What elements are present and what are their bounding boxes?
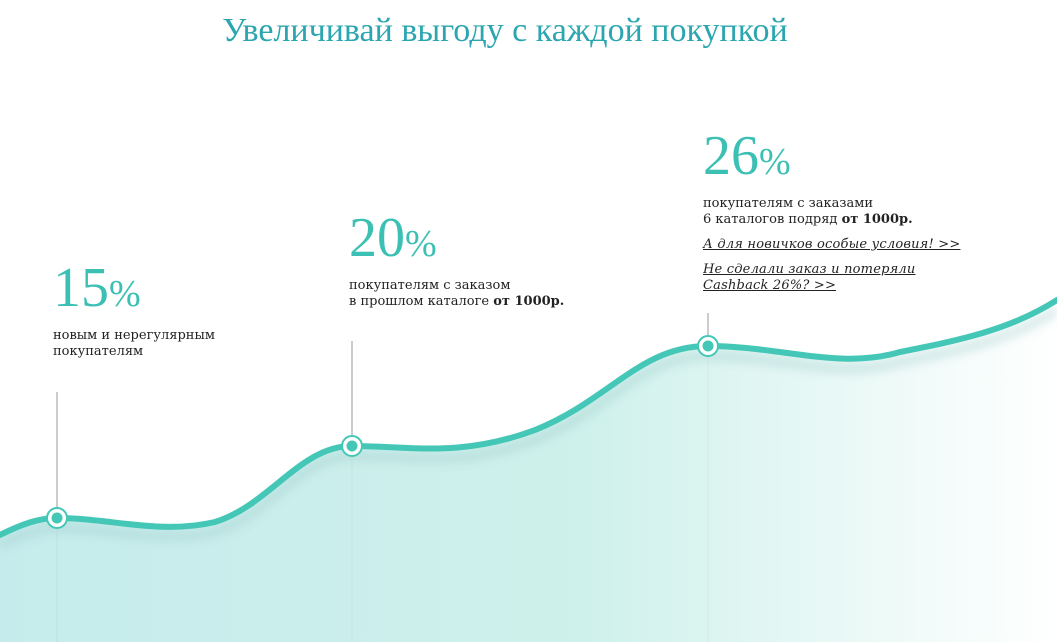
- tier-15-block: 15% новым и нерегулярным покупателям: [53, 260, 215, 360]
- lost-cashback-link-line1[interactable]: Не сделали заказ и потеряли: [703, 262, 916, 277]
- tier-percent-value: 26: [703, 125, 759, 187]
- tier-desc-line2: покупателям: [53, 344, 144, 359]
- tier-desc-threshold: от 1000р.: [841, 212, 913, 227]
- lost-cashback-link[interactable]: Не сделали заказ и потеряли Cashback 26%…: [703, 262, 960, 294]
- tier-description: покупателям с заказом в прошлом каталоге…: [349, 278, 564, 310]
- tier-desc-line2: в прошлом каталоге: [349, 294, 490, 309]
- point-dot-3: [697, 335, 719, 357]
- percent-sign: %: [759, 141, 791, 183]
- tier-percent: 20%: [349, 210, 564, 266]
- tier-desc-line2: 6 каталогов подряд: [703, 212, 838, 227]
- tier-desc-threshold: от 1000р.: [493, 294, 565, 309]
- tier-desc-line1: покупателям с заказом: [349, 278, 511, 293]
- tier-26-block: 26% покупателям с заказами 6 каталогов п…: [703, 128, 960, 294]
- wave-line: [0, 297, 1057, 538]
- newcomer-conditions-link[interactable]: А для новичков особые условия! >>: [703, 237, 961, 252]
- tier-percent: 15%: [53, 260, 215, 316]
- tier-percent: 26%: [703, 128, 960, 184]
- point-dot-1: [46, 507, 68, 529]
- tier-percent-value: 20: [349, 207, 405, 269]
- tier-description: покупателям с заказами 6 каталогов подря…: [703, 196, 960, 228]
- page-title: Увеличивай выгоду с каждой покупкой: [222, 12, 788, 49]
- point-dot-2: [341, 435, 363, 457]
- wave-shadow: [0, 306, 1057, 549]
- lost-cashback-link-line2[interactable]: Cashback 26%? >>: [703, 278, 837, 293]
- percent-sign: %: [405, 223, 437, 265]
- wave-fill: [0, 300, 1057, 642]
- percent-sign: %: [109, 273, 141, 315]
- tier-percent-value: 15: [53, 257, 109, 319]
- tier-desc-line1: новым и нерегулярным: [53, 328, 215, 343]
- tier-20-block: 20% покупателям с заказом в прошлом ката…: [349, 210, 564, 310]
- tier-desc-line1: покупателям с заказами: [703, 196, 874, 211]
- tier-description: новым и нерегулярным покупателям: [53, 328, 215, 360]
